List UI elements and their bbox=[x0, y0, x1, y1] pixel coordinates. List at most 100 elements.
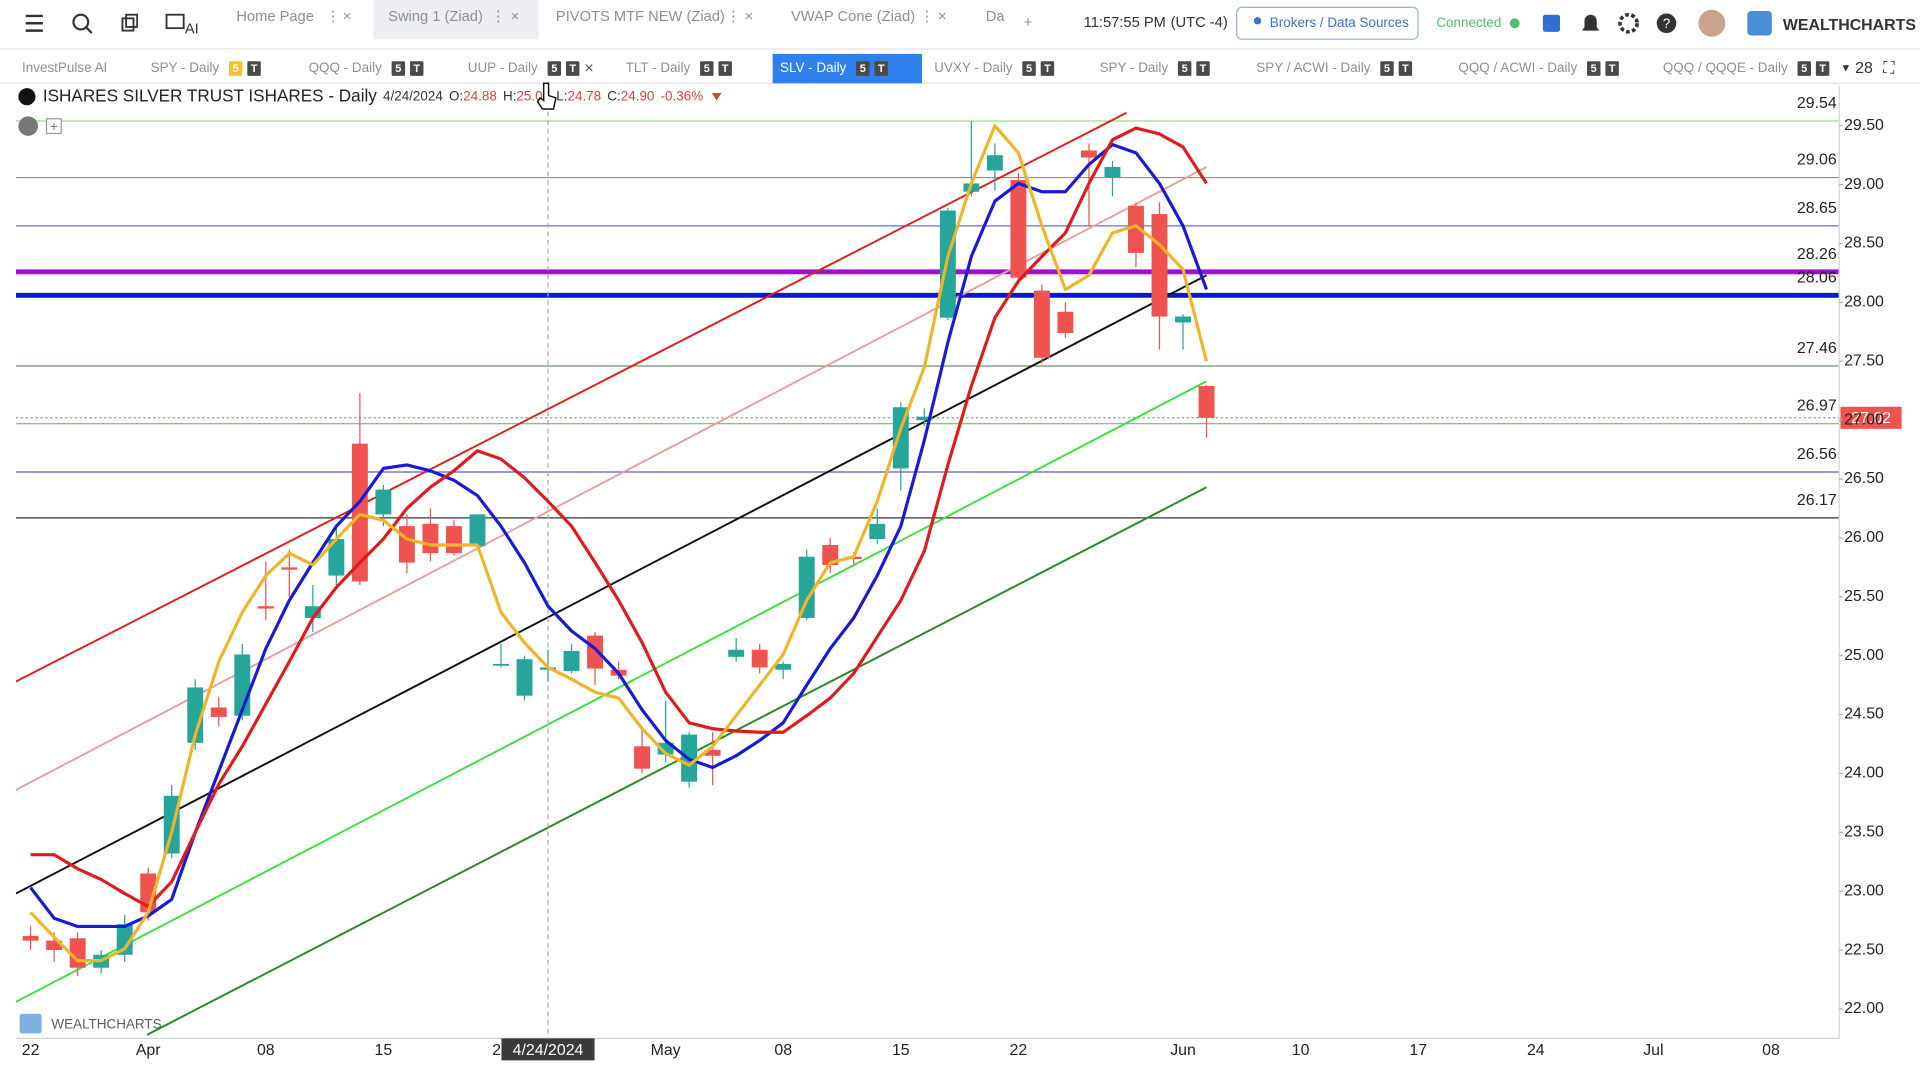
price-level-label: 29.54 bbox=[1797, 95, 1837, 112]
brand-name: WEALTHCHARTS bbox=[1783, 17, 1916, 34]
header-symbol: ISHARES SILVER TRUST ISHARES - Daily bbox=[43, 85, 377, 105]
y-tick-label: 27.50 bbox=[1844, 352, 1884, 369]
tab-close[interactable]: × bbox=[938, 9, 947, 25]
new-tab[interactable]: + bbox=[1024, 15, 1033, 31]
tab-label[interactable]: Home Page bbox=[236, 9, 314, 25]
crosshair-label: 4/24/2024 bbox=[513, 1042, 584, 1059]
crosshair-label-bg bbox=[501, 1038, 595, 1061]
candle-body bbox=[398, 526, 415, 563]
copy-icon[interactable] bbox=[121, 13, 139, 32]
header-low: 24.78 bbox=[567, 88, 601, 103]
help-icon[interactable] bbox=[1656, 13, 1677, 34]
tab-label[interactable]: VWAP Cone (Ziad) bbox=[791, 9, 915, 25]
settings-button[interactable] bbox=[18, 116, 38, 136]
settings-icon[interactable] bbox=[1618, 12, 1639, 34]
chart-tab-label[interactable]: TLT - Daily bbox=[626, 60, 691, 75]
tab-label[interactable]: Da bbox=[986, 9, 1006, 25]
header-close: 24.90 bbox=[621, 88, 655, 103]
x-tick-label: Apr bbox=[136, 1042, 161, 1059]
save-icon[interactable] bbox=[1542, 14, 1560, 32]
candle-body bbox=[210, 707, 227, 717]
tab-label[interactable]: PIVOTS MTF NEW (Ziad) bbox=[556, 9, 725, 25]
menu-icon[interactable] bbox=[25, 14, 43, 32]
toolbar-bg bbox=[0, 0, 1920, 49]
tab-menu[interactable]: ⋮ bbox=[726, 9, 741, 25]
header-h-label: H: bbox=[503, 88, 516, 103]
badge-bg bbox=[700, 61, 714, 76]
badge-bg bbox=[874, 61, 888, 76]
badge: 5 bbox=[860, 63, 866, 75]
tab-close[interactable]: × bbox=[511, 9, 520, 25]
chart-tab-label[interactable]: SPY - Daily bbox=[151, 60, 220, 75]
candle-body bbox=[1151, 214, 1168, 317]
badge: 5 bbox=[395, 63, 401, 75]
x-tick-label: Jun bbox=[1170, 1042, 1196, 1059]
badge: 5 bbox=[704, 63, 710, 75]
badge-t: T bbox=[878, 63, 885, 75]
chart-tab-label[interactable]: SPY / ACWI - Daily bbox=[1256, 60, 1370, 75]
add-glyph: + bbox=[50, 119, 58, 134]
add-button[interactable] bbox=[45, 118, 62, 135]
active-tab-bg bbox=[373, 0, 539, 40]
tab-dropdown[interactable]: ▼ bbox=[1840, 62, 1851, 74]
chart-tab-label[interactable]: QQQ / QQQE - Daily bbox=[1663, 60, 1788, 75]
candle-body bbox=[1033, 290, 1050, 358]
ai-button[interactable]: AI bbox=[165, 13, 199, 38]
chart-tab-label[interactable]: UVXY - Daily bbox=[934, 60, 1013, 75]
price-level-label: 26.17 bbox=[1797, 492, 1837, 509]
search-icon[interactable] bbox=[72, 13, 93, 34]
badge-bg bbox=[1797, 61, 1811, 76]
x-tick-label: 24 bbox=[1527, 1042, 1545, 1059]
avatar[interactable] bbox=[1698, 9, 1726, 37]
x-tick-label: 15 bbox=[375, 1042, 393, 1059]
badge-bg bbox=[856, 61, 870, 76]
price-level-label: 28.65 bbox=[1797, 200, 1837, 217]
candle-body bbox=[469, 514, 486, 547]
chart-tab-label[interactable]: InvestPulse AI bbox=[22, 60, 107, 75]
chart-header: + ISHARES SILVER TRUST ISHARES - Daily 4/… bbox=[18, 85, 722, 136]
chart-tab-label[interactable]: SPY - Daily bbox=[1100, 60, 1169, 75]
badge-bg bbox=[1380, 61, 1394, 76]
badge: 5 bbox=[1182, 63, 1188, 75]
badge-bg bbox=[228, 61, 243, 76]
candle-body bbox=[46, 940, 63, 951]
badge-bg bbox=[565, 61, 580, 76]
badge: 5 bbox=[1384, 63, 1390, 75]
y-tick-label: 24.00 bbox=[1844, 765, 1884, 782]
badge-t: T bbox=[251, 63, 258, 75]
badge-t: T bbox=[722, 63, 729, 75]
tab-close[interactable]: × bbox=[584, 60, 593, 77]
price-level-label: 29.06 bbox=[1797, 152, 1837, 169]
tab-count: 28 bbox=[1855, 60, 1873, 77]
candle-body bbox=[1010, 179, 1027, 278]
y-tick-label: 22.00 bbox=[1844, 1000, 1884, 1017]
tab-menu[interactable]: ⋮ bbox=[491, 9, 506, 25]
candle-body bbox=[116, 924, 133, 955]
tab-label[interactable]: Swing 1 (Ziad) bbox=[388, 9, 483, 25]
candle-body bbox=[493, 663, 509, 666]
layout-icon[interactable]: ⛶ bbox=[1883, 60, 1895, 77]
candle-body bbox=[986, 155, 1003, 171]
tab-close[interactable]: × bbox=[744, 9, 753, 25]
y-tick-label: 22.50 bbox=[1844, 941, 1884, 958]
candle-body bbox=[728, 649, 745, 657]
badge: 5 bbox=[1026, 63, 1032, 75]
candle-body bbox=[1104, 166, 1121, 178]
trendline bbox=[15, 111, 1128, 683]
candle-body bbox=[822, 544, 839, 565]
indicator-line bbox=[29, 143, 1208, 929]
chart-tab-label[interactable]: QQQ / ACWI - Daily bbox=[1458, 60, 1577, 75]
tab-close[interactable]: × bbox=[343, 9, 352, 25]
tab-menu[interactable]: ⋮ bbox=[326, 9, 341, 25]
badge-bg bbox=[1022, 61, 1036, 76]
chart-tab-label[interactable]: UUP - Daily bbox=[468, 60, 538, 75]
chart-tab-label[interactable]: QQQ - Daily bbox=[309, 60, 383, 75]
brokers-button[interactable] bbox=[1236, 6, 1419, 40]
tab-menu[interactable]: ⋮ bbox=[920, 9, 935, 25]
bell-icon[interactable] bbox=[1582, 14, 1600, 31]
chart-tab-label[interactable]: SLV - Daily bbox=[780, 60, 847, 75]
trendline bbox=[146, 486, 1207, 1036]
x-tick-label: May bbox=[651, 1042, 681, 1059]
